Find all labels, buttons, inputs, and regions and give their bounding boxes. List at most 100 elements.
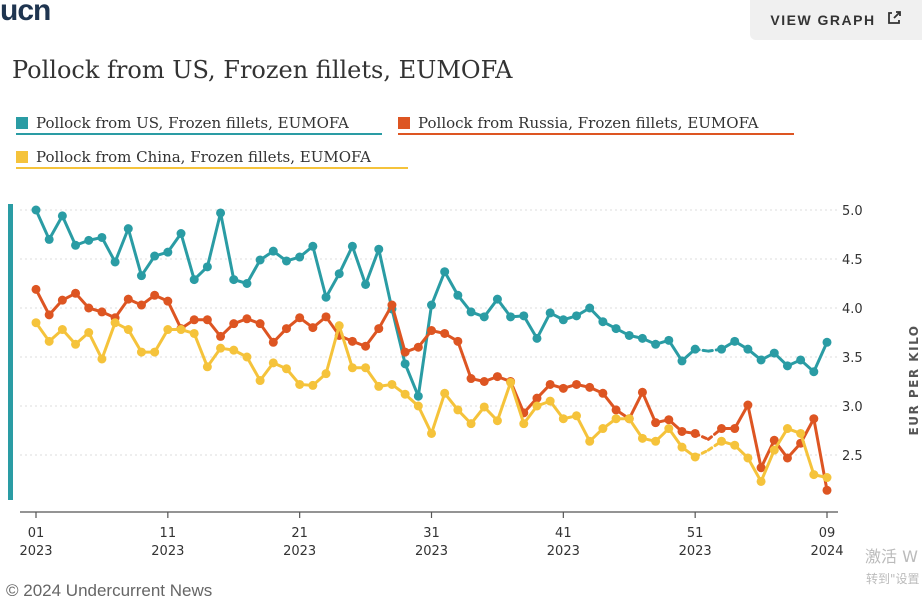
data-point-china [664,424,674,434]
data-point-us [413,391,423,401]
data-point-russia [57,295,67,305]
data-point-us [268,246,278,256]
data-point-china [756,476,766,486]
data-point-china [427,428,436,438]
data-point-china [572,411,582,421]
series-line-china [759,448,776,483]
data-point-us [796,355,806,365]
data-point-us [242,279,252,288]
data-point-russia [202,315,212,325]
series-line-us [126,227,143,278]
legend-swatch-russia [398,117,410,129]
data-point-us [558,315,568,325]
series-line-us [403,362,420,398]
data-point-us [347,241,357,251]
data-point-china [255,376,265,386]
data-point-us [229,275,239,285]
data-point-china [150,347,160,357]
legend-swatch-china [16,151,28,163]
data-point-russia [664,415,674,425]
data-point-us [545,308,555,318]
series-line-us [364,247,381,286]
data-point-us [123,224,133,234]
data-point-china [321,369,331,379]
data-point-china [84,328,94,337]
series-line-china [100,321,117,361]
x-tick-year: 2023 [415,544,448,559]
data-point-us [216,208,226,218]
series-line-us [430,270,447,307]
y-tick-label: 3.0 [842,400,863,415]
series-line-us [205,211,223,269]
legend-label-china: Pollock from China, Frozen fillets, EUMO… [36,148,371,166]
data-point-russia [308,323,318,333]
data-point-russia [71,288,81,298]
legend-swatch-us [16,117,28,129]
data-point-us [624,330,634,340]
data-point-us [374,244,384,254]
series-line-russia [34,287,51,317]
data-point-us [334,269,344,279]
data-point-us [163,247,173,257]
data-point-russia [743,400,753,410]
series-line-china [192,331,209,369]
data-point-china [769,445,779,455]
view-graph-button[interactable]: VIEW GRAPH [750,0,922,40]
data-point-us [585,303,595,313]
y-tick-label: 2.5 [842,449,863,464]
data-point-us [136,271,146,281]
data-point-china [585,436,595,446]
data-point-russia [492,372,502,382]
legend-item-china[interactable]: Pollock from China, Frozen fillets, EUMO… [16,148,408,169]
series-line-us [377,247,394,311]
data-point-russia [637,387,647,397]
data-point-china [822,473,832,483]
chart-title: Pollock from US, Frozen fillets, EUMOFA [12,56,513,84]
data-point-russia [255,319,265,329]
series-line-us [812,340,829,374]
data-point-us [150,251,160,261]
series-line-us [34,208,51,241]
y-tick-label: 4.0 [842,302,863,317]
data-point-russia [822,485,832,495]
data-point-russia [453,336,463,346]
data-point-china [506,377,516,387]
data-point-russia [44,310,54,320]
data-point-china [281,364,291,374]
legend-item-us[interactable]: Pollock from US, Frozen fillets, EUMOFA [16,114,382,135]
x-tick-year: 2023 [547,544,580,559]
line-chart: 5.0 4.5 4.0 3.5 3.0 2.5 EUR PER KILO 01 2023 11 20… [8,204,921,559]
legend-item-russia[interactable]: Pollock from Russia, Frozen fillets, EUM… [398,114,794,135]
series-line-russia [390,303,407,354]
data-point-china [809,470,819,480]
data-point-russia [321,312,331,322]
accent-bar [8,204,13,500]
x-tick-year: 2024 [810,544,843,559]
series-line-us [337,244,354,276]
data-point-russia [585,382,595,392]
data-point-russia [387,300,397,310]
data-point-china [598,424,608,434]
data-point-us [572,311,582,321]
series-line-russia [627,390,644,421]
data-point-china [440,388,450,398]
data-point-us [57,211,67,221]
data-point-china [123,325,133,335]
x-tick-year: 2023 [283,544,316,559]
data-point-russia [427,326,436,336]
x-tick-year: 2023 [151,544,184,559]
data-point-us [466,307,476,317]
series-line-us [100,235,117,264]
data-point-us [743,344,753,354]
series-line-china [337,324,354,370]
data-point-russia [809,414,819,424]
data-point-china [519,419,529,429]
data-point-china [545,396,555,406]
data-point-china [466,419,476,429]
data-point-russia [242,314,252,324]
data-point-china [677,442,687,452]
data-point-china [413,401,423,411]
data-point-china [479,402,489,412]
data-point-russia [651,418,661,428]
data-point-us [281,256,291,266]
